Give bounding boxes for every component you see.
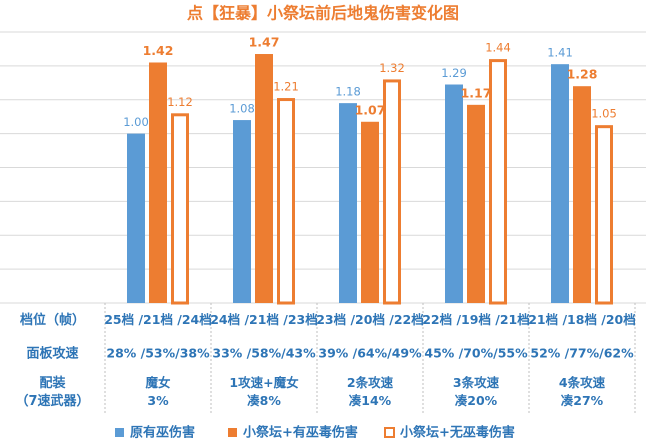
bar: [255, 54, 273, 303]
table-cell: 凑27%: [561, 393, 604, 408]
table-cell: 28% /53%/38%: [106, 346, 210, 361]
table-cell: 22档 /19档 /21档: [422, 312, 530, 327]
table-cell: 3条攻速: [453, 375, 500, 390]
table-cell: 33% /58%/43%: [212, 346, 316, 361]
bar: [467, 104, 485, 303]
table-cell: 23档 /20档 /22档: [316, 312, 424, 327]
legend-swatch: [115, 428, 124, 437]
table-cell: 25档 /21档 /24档: [104, 312, 212, 327]
data-label: 1.29: [441, 66, 467, 80]
data-label: 1.21: [273, 80, 299, 94]
row-label: 面板攻速: [26, 346, 78, 362]
legend-swatch: [228, 428, 237, 437]
legend-label: 小祭坛+有巫毒伤害: [243, 425, 358, 441]
table-cell: 1攻速+魔女: [229, 375, 299, 390]
legend-label: 原有巫伤害: [130, 425, 195, 441]
data-label: 1.07: [355, 102, 386, 117]
data-label: 1.41: [547, 46, 573, 60]
bar: [127, 133, 145, 303]
bar: [339, 103, 357, 303]
table-cell: 魔女: [145, 375, 171, 390]
row-label: 档位（帧）: [20, 312, 85, 328]
bar: [233, 120, 251, 303]
table-cell: 凑14%: [349, 393, 392, 408]
table-cell: 24档 /21档 /23档: [210, 312, 318, 327]
table-cell: 39% /64%/49%: [318, 346, 422, 361]
data-label: 1.47: [249, 35, 280, 50]
table-cell: 4条攻速: [559, 375, 606, 390]
legend-label: 小祭坛+无巫毒伤害: [400, 425, 515, 441]
data-label: 1.28: [567, 67, 598, 82]
table-cell: 52% /77%/62%: [530, 346, 634, 361]
data-label: 1.18: [335, 85, 361, 99]
table-cell: 凑8%: [247, 393, 281, 408]
table-cell: 21档 /18档 /20档: [528, 312, 636, 327]
bar: [489, 59, 507, 305]
data-label: 1.05: [591, 107, 617, 121]
bar: [445, 84, 463, 303]
data-label: 1.12: [167, 95, 193, 109]
row-label: 配装: [39, 375, 65, 391]
bar: [149, 62, 167, 303]
bar: [361, 121, 379, 303]
bar: [551, 64, 569, 304]
data-label: 1.00: [123, 115, 149, 129]
table-cell: 45% /70%/55%: [424, 346, 528, 361]
chart-title: 点【狂暴】小祭坛前后地鬼伤害变化图: [187, 4, 459, 23]
row-label: （7速武器）: [15, 393, 89, 409]
table-cell: 3%: [147, 393, 169, 408]
bar: [573, 86, 591, 303]
bar: [383, 79, 401, 305]
bar: [595, 125, 613, 305]
data-label: 1.08: [229, 102, 255, 116]
data-label: 1.42: [143, 43, 174, 58]
table-cell: 2条攻速: [347, 375, 394, 390]
table-cell: 凑20%: [455, 393, 498, 408]
data-label: 1.17: [461, 85, 492, 100]
data-label: 1.32: [379, 61, 405, 75]
data-label: 1.44: [485, 41, 511, 55]
legend-swatch: [384, 427, 395, 438]
bar: [277, 98, 295, 305]
bar: [171, 113, 189, 305]
